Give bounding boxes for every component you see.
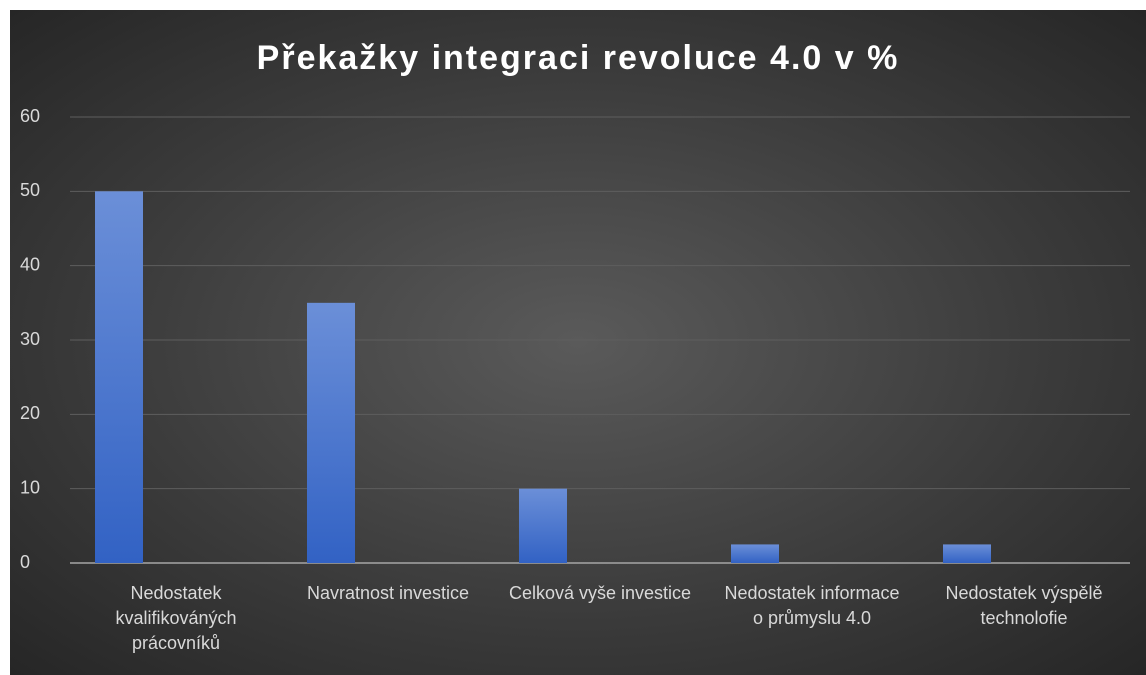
x-tick-label: Nedostatek kvalifikováných prácovníků [115, 583, 237, 653]
bar [95, 191, 143, 564]
chart: Překažky integraci revoluce 4.0 v % 0 10 2… [10, 10, 1146, 675]
y-tick-label: 60 [20, 106, 40, 126]
chart-title: Překažky integraci revoluce 4.0 v % [257, 39, 900, 77]
x-tick-label: Nedostatek informace o průmyslu 4.0 [724, 583, 900, 628]
y-tick-label: 40 [20, 254, 40, 274]
chart-svg: Překažky integraci revoluce 4.0 v % 0 10 2… [20, 39, 1130, 572]
y-tick-label: 0 [20, 552, 30, 572]
x-tick-label: Celková vyše investice [508, 583, 692, 603]
x-tick-label: Nedostatek výspělě technolofie [945, 583, 1103, 628]
x-tick-label: Navratnost investice [306, 583, 470, 603]
y-tick-label: 30 [20, 329, 40, 349]
bar [731, 544, 779, 563]
bar [307, 302, 355, 563]
y-tick-label: 10 [20, 477, 40, 497]
y-tick-label: 50 [20, 180, 40, 200]
bar [943, 544, 991, 563]
y-tick-label: 20 [20, 403, 40, 423]
bar [519, 488, 567, 563]
